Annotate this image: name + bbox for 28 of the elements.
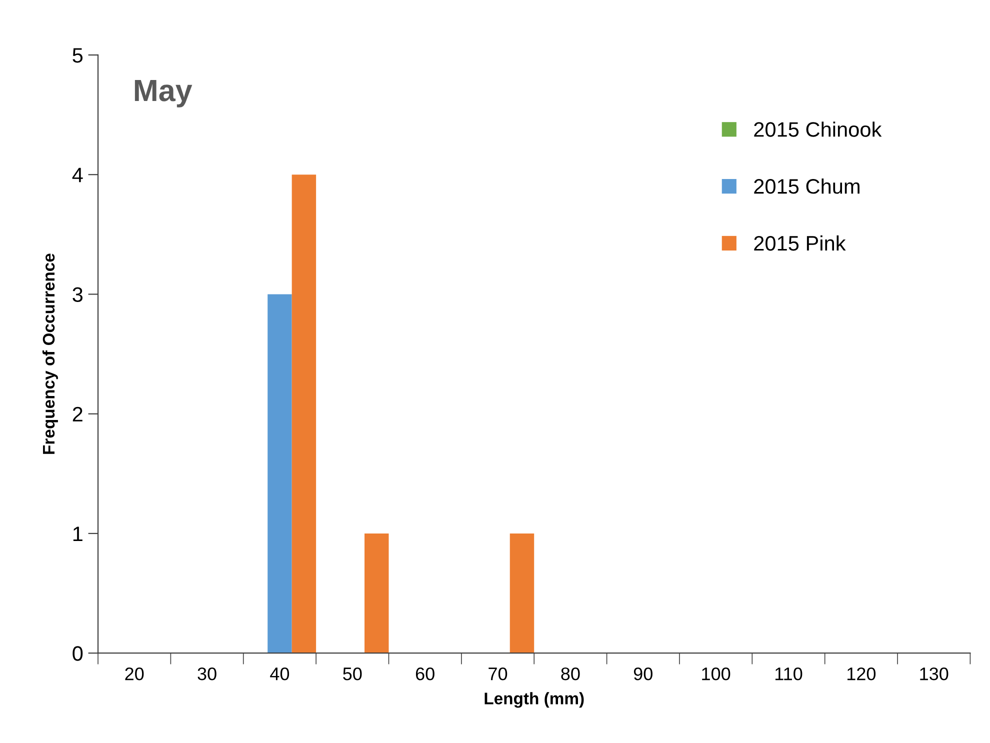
x-tick-label: 80 bbox=[561, 667, 580, 680]
y-tick-label: 4 bbox=[72, 168, 83, 182]
x-tick-label: 60 bbox=[416, 667, 434, 680]
y-tick-label: 1 bbox=[73, 526, 82, 542]
bar bbox=[364, 533, 389, 654]
y-tick-label: 3 bbox=[72, 287, 83, 302]
y-tick-label: 2 bbox=[72, 406, 82, 422]
bar bbox=[268, 294, 292, 654]
y-tick-label: 0 bbox=[72, 646, 83, 661]
x-tick-label: 90 bbox=[634, 667, 652, 680]
x-tick-label: 40 bbox=[270, 667, 290, 680]
x-tick-label: 50 bbox=[343, 667, 362, 680]
bar bbox=[510, 533, 534, 654]
legend-label: 2015 Chinook bbox=[754, 122, 882, 137]
y-axis-title: Frequency of Occurrence bbox=[42, 254, 58, 454]
bar bbox=[292, 174, 316, 654]
x-tick-label: 30 bbox=[198, 667, 216, 680]
text: May bbox=[134, 80, 192, 108]
legend-label: 2015 Chum bbox=[754, 178, 860, 194]
y-tick-label: 5 bbox=[72, 48, 83, 63]
x-tick-label: 100 bbox=[702, 667, 730, 680]
x-tick-label: 70 bbox=[488, 667, 508, 680]
legend-label: 2015 Pink bbox=[754, 235, 846, 251]
x-tick-label: 130 bbox=[920, 667, 948, 680]
x-axis-title: Length (mm) bbox=[484, 692, 584, 708]
x-tick-label: 110 bbox=[775, 667, 802, 680]
x-tick-label: 120 bbox=[847, 667, 876, 680]
x-tick-label: 20 bbox=[125, 667, 144, 680]
